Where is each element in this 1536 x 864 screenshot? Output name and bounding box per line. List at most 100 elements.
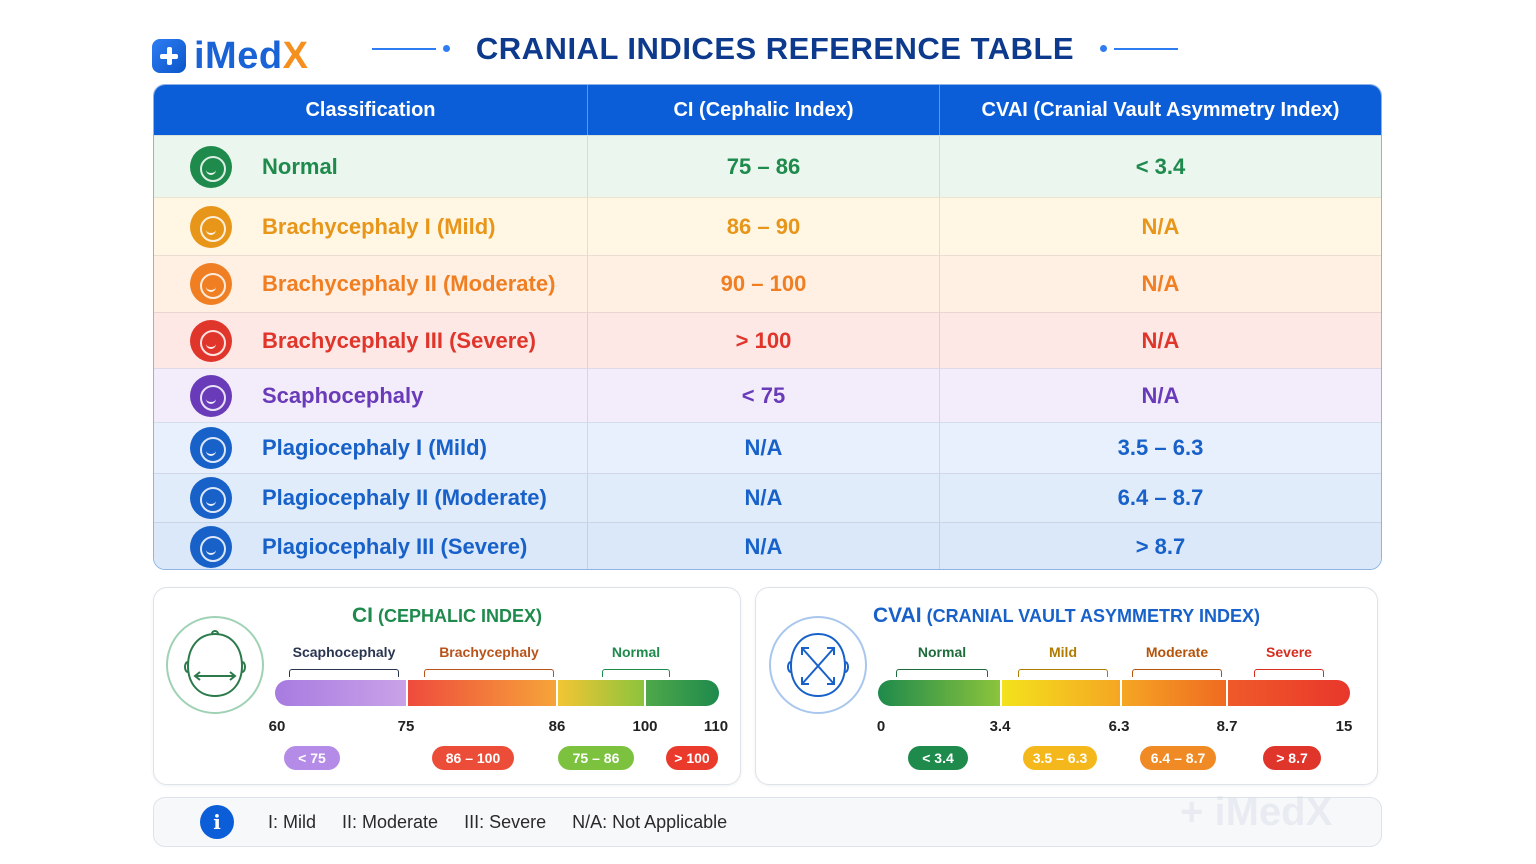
baby-face-icon [190,319,232,362]
cell-cvai-value: N/A [1141,327,1180,353]
reference-table: Classification CI (Cephalic Index) CVAI … [153,84,1382,570]
scale-segment [275,680,406,706]
cell-ci-value: N/A [588,474,940,522]
scale-tick-label: 100 [632,718,658,735]
classification-label: Brachycephaly II (Moderate) [262,271,556,296]
column-header-classification: Classification [154,85,588,135]
scale-tick-label: 8.7 [1216,718,1238,735]
cell-cvai-value: N/A [1141,271,1180,296]
column-header-ci: CI (Cephalic Index) [588,85,940,135]
page-title-wrap: CRANIAL INDICES REFERENCE TABLE [372,28,1178,70]
segment-label: Moderate [1145,644,1209,660]
segment-bracket [1018,669,1108,677]
segment-label: Normal [917,644,967,660]
scale-segment [644,680,719,706]
cvai-panel-title-abbr: CVAI [873,604,922,627]
brand-name: iMedX [194,34,309,77]
cell-classification: Plagiocephaly II (Moderate) [154,474,588,522]
scale-segment [406,680,556,706]
cell-ci-value: 75 – 86 [588,136,940,197]
table-row: Brachycephaly III (Severe) > 100 N/A [154,312,1381,368]
page-title: CRANIAL INDICES REFERENCE TABLE [475,31,1075,66]
table-row: Plagiocephaly I (Mild) N/A 3.5 – 6.3 [154,422,1381,473]
segment-label: Normal [611,644,661,660]
classification-label: Plagiocephaly I (Mild) [262,435,487,460]
classification-label: Plagiocephaly III (Severe) [262,533,528,559]
title-divider-left [372,45,450,52]
scale-tick-label: 0 [876,718,886,735]
cell-ci-value: > 100 [588,313,940,368]
scale-segment [1000,680,1120,706]
cell-classification: Scaphocephaly [154,369,588,422]
head-asymmetry-icon [769,616,867,714]
baby-face-icon [190,374,232,417]
legend-item: II: Moderate [342,811,439,832]
baby-face-icon [190,427,232,469]
range-pill: 86 – 100 [432,746,514,770]
segment-label: Brachycephaly [439,644,539,660]
abbreviation-legend: i I: Mild II: Moderate III: Severe N/A: Not… [153,797,1382,847]
cvai-panel-gradient-bar [878,680,1350,706]
cvai-panel-title-full: (CRANIAL VAULT ASYMMETRY INDEX) [926,606,1260,626]
range-pill: 3.5 – 6.3 [1023,746,1097,770]
cell-classification: Normal [154,136,588,197]
baby-face-icon [190,525,232,568]
cell-classification: Brachycephaly III (Severe) [154,313,588,368]
table-header: Classification CI (Cephalic Index) CVAI … [154,85,1381,135]
ci-panel-title: CI (CEPHALIC INDEX) [154,604,740,628]
classification-label: Normal [262,153,338,179]
cell-ci-value: 86 – 90 [588,198,940,255]
classification-label: Scaphocephaly [262,382,424,408]
ci-panel-title-full: (CEPHALIC INDEX) [378,606,543,626]
baby-face-icon [190,263,232,305]
classification-label: Brachycephaly I (Mild) [262,213,496,239]
info-icon: i [200,805,234,839]
classification-label: Plagiocephaly II (Moderate) [262,485,547,510]
head-width-icon [166,616,264,714]
scale-tick-label: 3.4 [989,718,1011,735]
segment-bracket [424,669,554,677]
cell-cvai-value: 6.4 – 8.7 [1117,485,1204,510]
segment-label: Scaphocephaly [292,644,396,660]
legend-item: N/A: Not Applicable [572,811,728,832]
scale-tick-label: 86 [548,718,566,735]
segment-bracket [1132,669,1222,677]
cell-cvai-value: < 3.4 [1135,153,1186,179]
segment-bracket [1254,669,1324,677]
segment-bracket [896,669,988,677]
cell-ci-value: 90 – 100 [588,256,940,312]
table-row: Scaphocephaly < 75 N/A [154,368,1381,422]
table-row: Brachycephaly II (Moderate) 90 – 100 N/A [154,255,1381,312]
brand-watermark: + iMedX [1180,790,1333,834]
range-pill: < 3.4 [908,746,968,770]
cell-ci-value: N/A [588,523,940,569]
legend-item: III: Severe [464,811,547,832]
scale-tick-label: 15 [1335,718,1353,735]
baby-face-icon [190,145,232,188]
classification-label: Brachycephaly III (Severe) [262,327,536,353]
cell-classification: Plagiocephaly III (Severe) [154,523,588,569]
table-row: Plagiocephaly II (Moderate) N/A 6.4 – 8.7 [154,473,1381,522]
cell-cvai-value: > 8.7 [1135,533,1186,559]
medical-cross-icon [152,39,186,73]
range-pill: > 100 [666,746,718,770]
range-pill: 6.4 – 8.7 [1140,746,1216,770]
baby-face-icon [190,205,232,248]
segment-label: Severe [1266,644,1312,660]
table-row: Normal 75 – 86 < 3.4 [154,135,1381,197]
ci-panel-title-abbr: CI [351,604,373,627]
range-pill: < 75 [284,746,340,770]
ci-panel-gradient-bar [275,680,719,706]
cell-classification: Plagiocephaly I (Mild) [154,423,588,473]
scale-segment [878,680,1000,706]
scale-tick-label: 60 [268,718,286,735]
scale-segment [1120,680,1226,706]
cell-classification: Brachycephaly I (Mild) [154,198,588,255]
table-body: Normal 75 – 86 < 3.4 Brachycephaly I (Mild)… [154,135,1381,569]
title-divider-right [1100,45,1178,52]
cvai-scale-panel: CVAI (CRANIAL VAULT ASYMMETRY INDEX) Nor… [755,587,1378,785]
scale-segment [556,680,644,706]
segment-bracket [602,669,670,677]
brand-logo: iMedX [152,34,309,77]
baby-face-icon [190,477,232,519]
